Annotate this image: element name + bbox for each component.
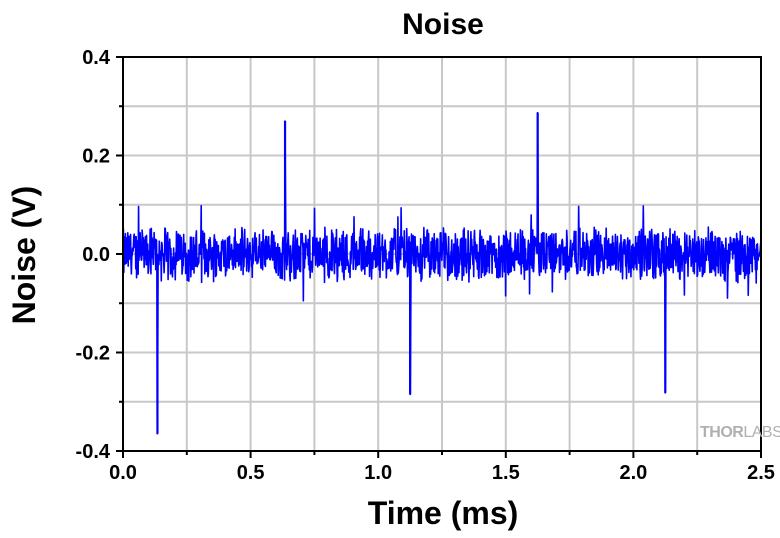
x-tick-label: 2.0 <box>619 462 647 484</box>
y-tick-label: -0.4 <box>76 441 111 463</box>
watermark-part1: THOR <box>700 424 744 441</box>
y-tick-label: 0.4 <box>82 47 111 69</box>
thorlabs-watermark: THORLABS <box>700 424 780 441</box>
y-axis-title: Noise (V) <box>6 186 42 325</box>
x-tick-label: 0.0 <box>109 462 137 484</box>
y-tick-label: -0.2 <box>76 343 110 365</box>
y-tick-label: 0.0 <box>82 244 110 266</box>
watermark-part2: LABS <box>743 424 780 441</box>
svg-text:THORLABS: THORLABS <box>700 424 780 441</box>
x-tick-label: 2.5 <box>747 462 775 484</box>
y-tick-label: 0.2 <box>82 146 110 168</box>
chart-title: Noise <box>402 8 484 41</box>
data-layer <box>122 111 762 435</box>
x-axis-title: Time (ms) <box>368 495 519 531</box>
axis-ticks <box>116 56 762 458</box>
x-tick-labels: 0.0 0.5 1.0 1.5 2.0 2.5 <box>109 462 775 484</box>
x-tick-label: 1.0 <box>364 462 392 484</box>
x-tick-label: 0.5 <box>237 462 265 484</box>
x-tick-label: 1.5 <box>492 462 520 484</box>
series-line-noise <box>122 111 762 435</box>
y-tick-labels: -0.4 -0.2 0.0 0.2 0.4 <box>76 47 111 463</box>
